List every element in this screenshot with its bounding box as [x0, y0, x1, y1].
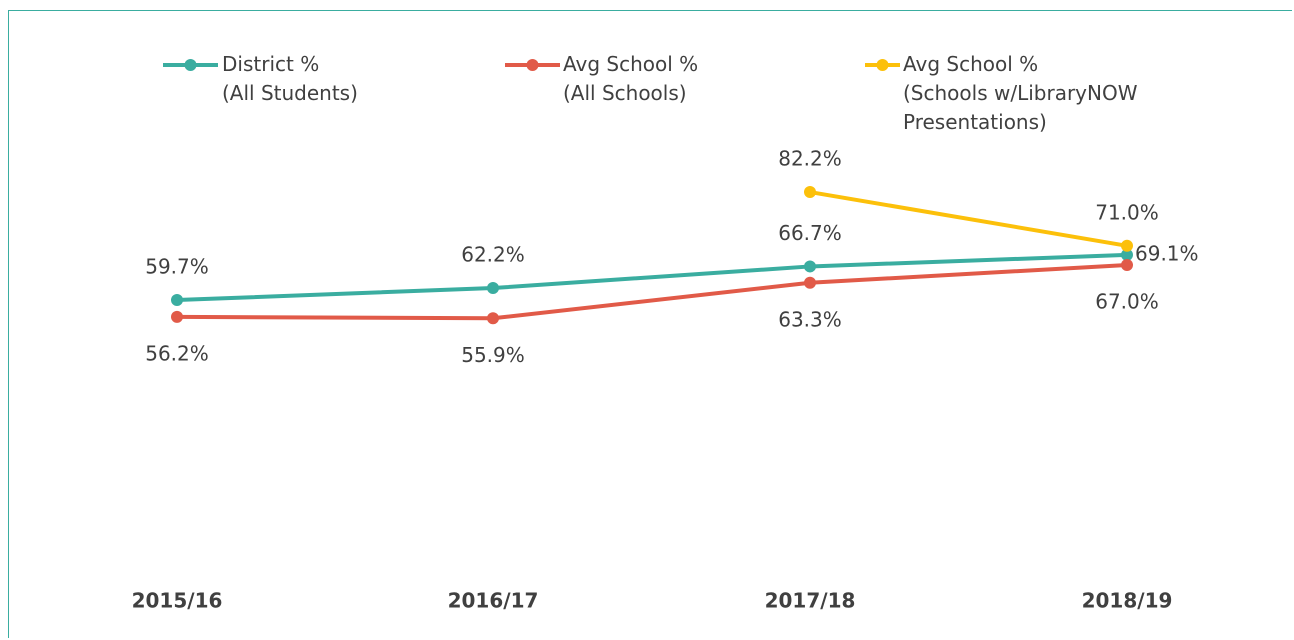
data-label: 63.3% — [778, 307, 842, 331]
point — [487, 312, 499, 325]
point — [1121, 259, 1133, 271]
data-label: 82.2% — [778, 147, 842, 171]
data-label: 69.1% — [1135, 241, 1199, 265]
data-label: 66.7% — [778, 221, 842, 245]
legend-swatch-dot — [526, 59, 539, 71]
legend-swatch-dot — [184, 59, 197, 71]
series-line — [809, 190, 1128, 248]
point — [804, 186, 816, 199]
point — [804, 276, 816, 289]
x-tick-label: 2018/19 — [1082, 589, 1173, 613]
x-tick-label: 2017/18 — [765, 589, 856, 613]
legend-entry: District % (All Students) — [222, 52, 358, 105]
data-label: 56.2% — [145, 341, 209, 365]
data-label: 55.9% — [461, 343, 525, 367]
point — [1121, 248, 1133, 261]
frame — [8, 10, 1292, 638]
legend-entry: Avg School % (Schools w/LibraryNOW Prese… — [903, 52, 1138, 134]
data-label: 62.2% — [461, 243, 525, 267]
point — [171, 310, 183, 323]
data-label: 71.0% — [1095, 200, 1159, 224]
legend-entry: Avg School % (All Schools) — [563, 52, 699, 105]
series-line — [176, 252, 1128, 303]
x-tick-label: 2015/16 — [132, 589, 223, 613]
data-label: 59.7% — [145, 255, 209, 279]
point — [171, 294, 183, 307]
point — [487, 282, 499, 295]
legend-swatch-dot — [876, 59, 889, 71]
x-tick-label: 2016/17 — [448, 589, 539, 613]
point — [1121, 239, 1133, 252]
point — [804, 260, 816, 273]
series-line — [176, 263, 1128, 321]
data-label: 67.0% — [1095, 290, 1159, 314]
